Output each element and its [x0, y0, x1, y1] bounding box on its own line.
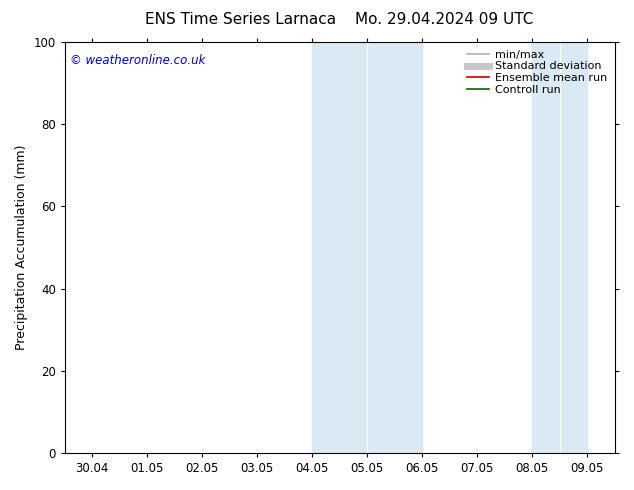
Text: ENS Time Series Larnaca: ENS Time Series Larnaca — [145, 12, 337, 27]
Text: © weatheronline.co.uk: © weatheronline.co.uk — [70, 54, 205, 68]
Legend: min/max, Standard deviation, Ensemble mean run, Controll run: min/max, Standard deviation, Ensemble me… — [465, 48, 609, 97]
Text: Mo. 29.04.2024 09 UTC: Mo. 29.04.2024 09 UTC — [354, 12, 533, 27]
Bar — [533, 42, 587, 453]
Y-axis label: Precipitation Accumulation (mm): Precipitation Accumulation (mm) — [15, 145, 28, 350]
Bar — [313, 42, 422, 453]
